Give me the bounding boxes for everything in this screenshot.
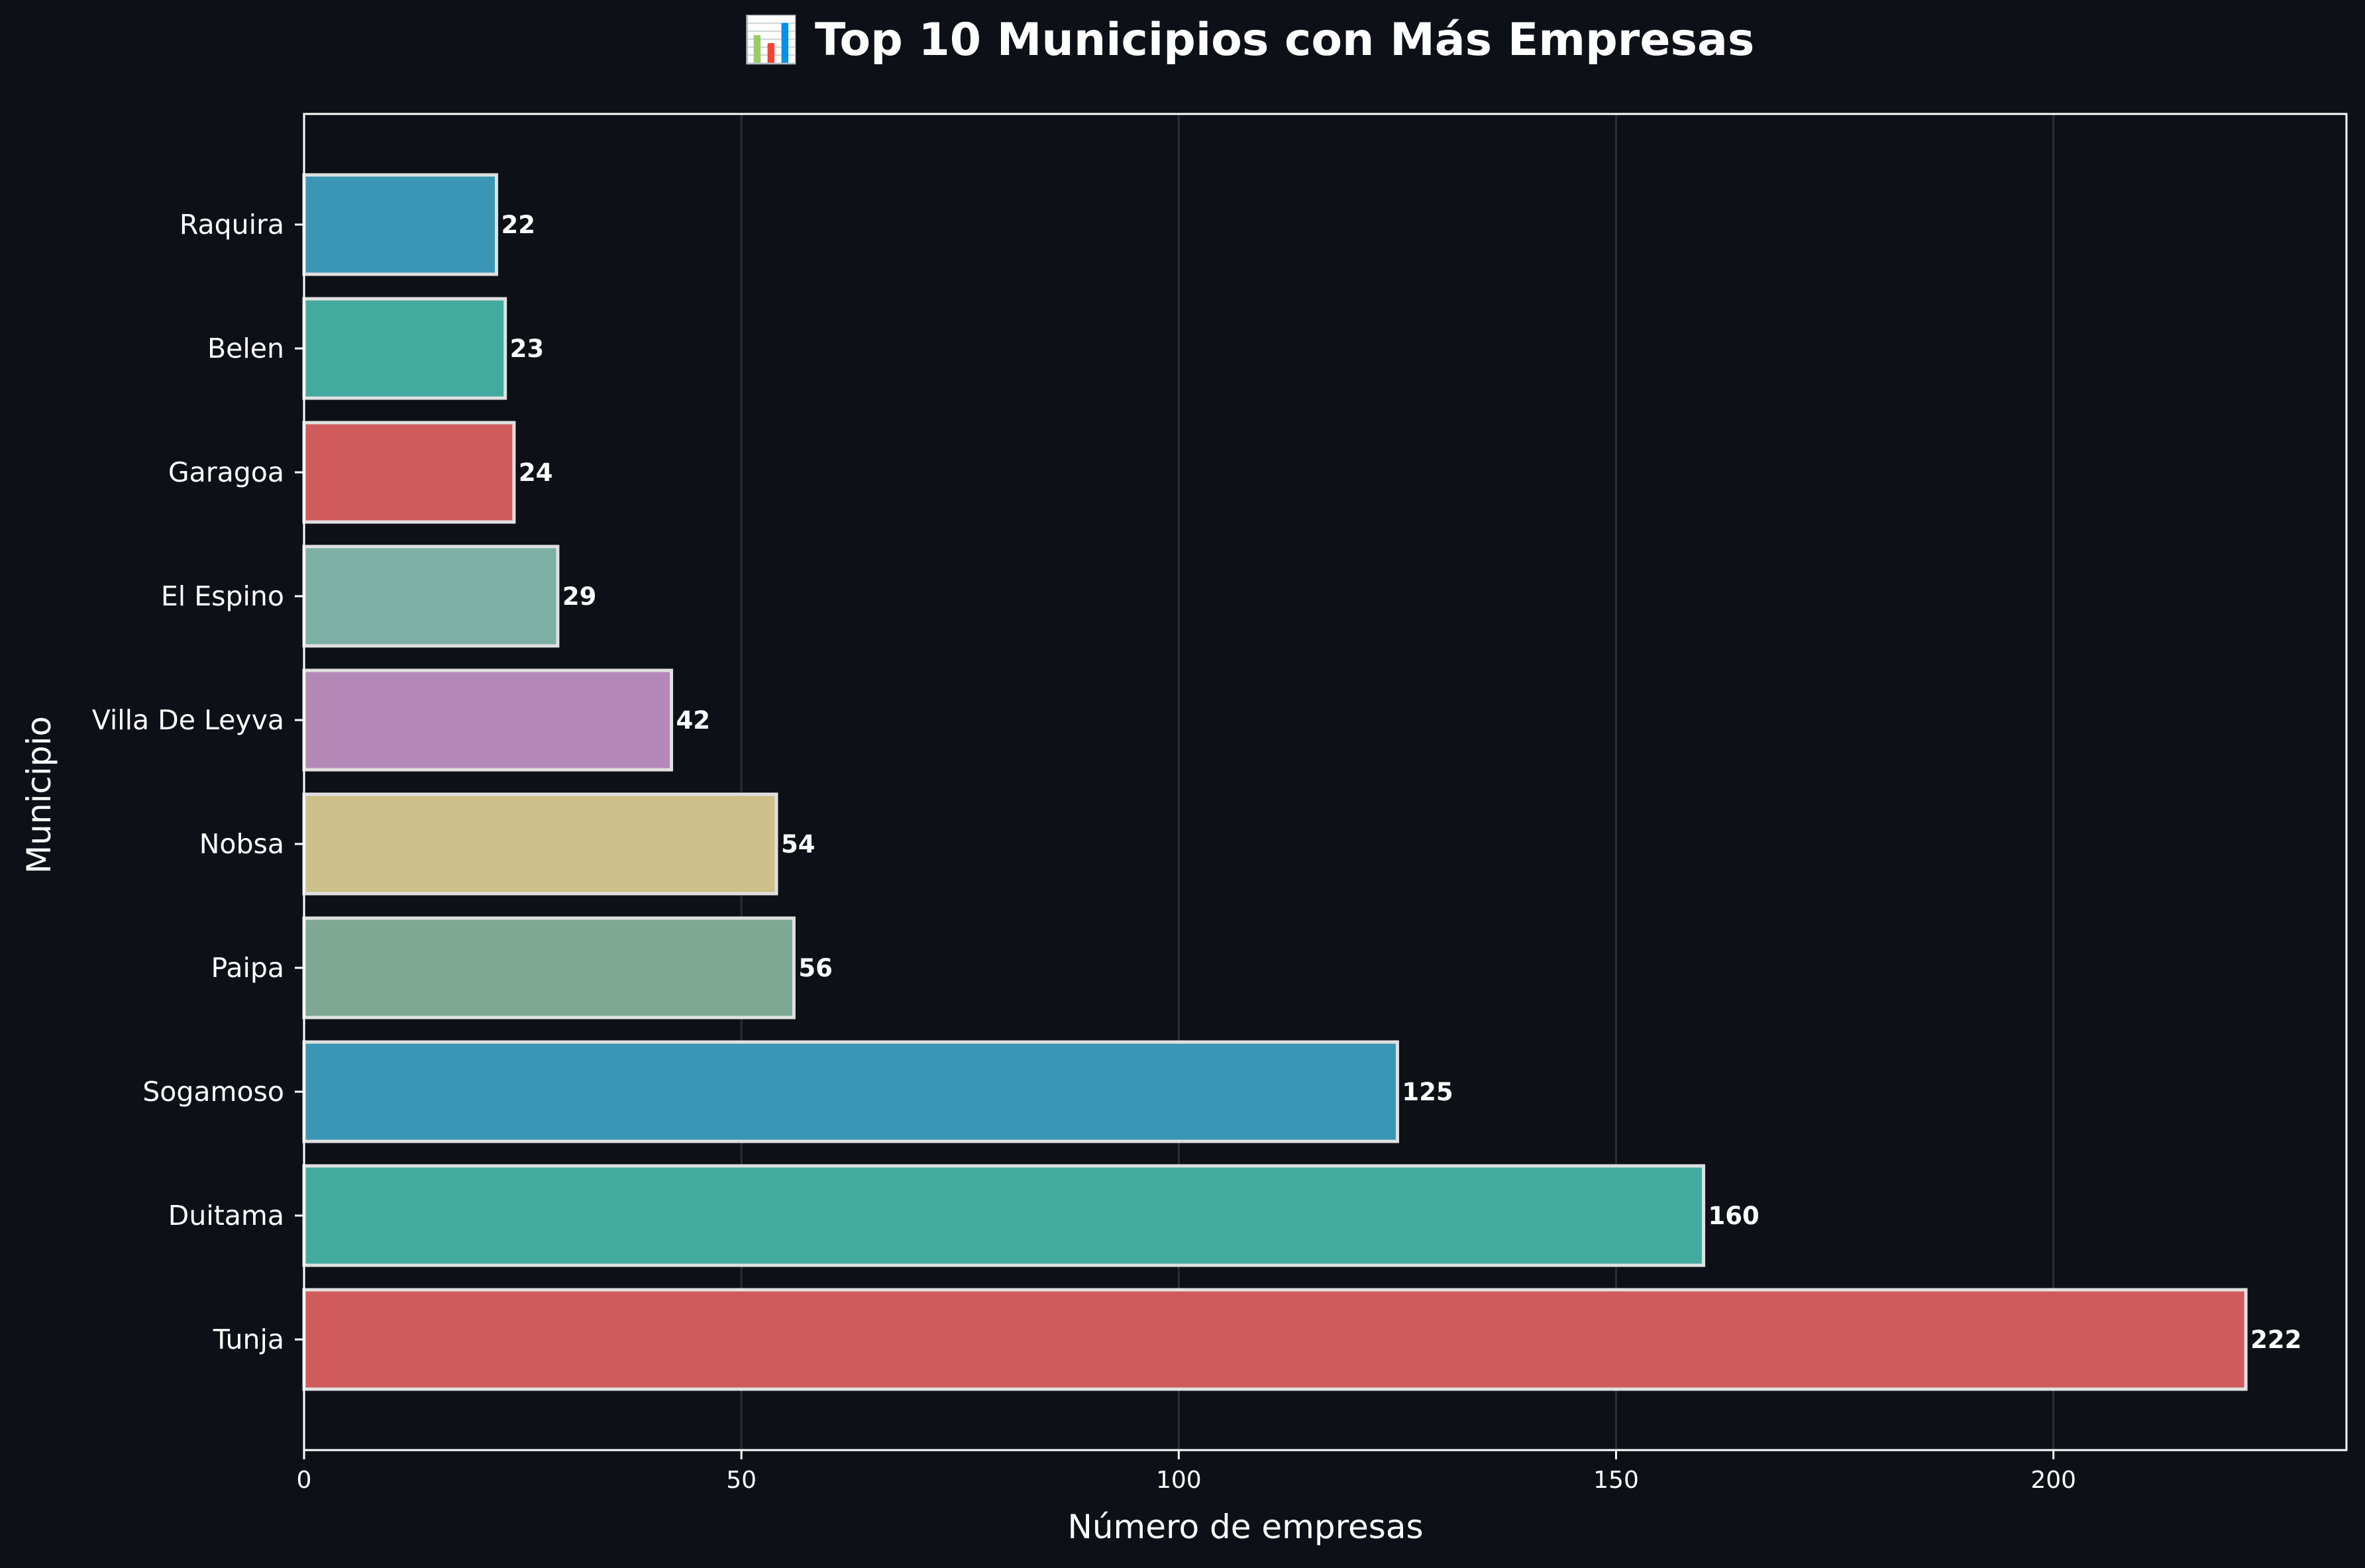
bar-garagoa	[302, 421, 516, 524]
bar-paipa	[302, 916, 796, 1019]
y-tick-label: Belen	[207, 333, 284, 364]
x-axis-label: Número de empresas	[1067, 1508, 1423, 1546]
y-tick-label: El Espino	[161, 580, 284, 612]
y-tick-label: Nobsa	[199, 828, 284, 860]
chart-title: 📊 Top 10 Municipios con Más Empresas	[743, 14, 1755, 66]
bar-sogamoso	[302, 1040, 1399, 1143]
y-axis-ticks: Raquira Belen Garagoa El Espino Villa De Ley…	[92, 209, 304, 1355]
y-axis-label: Municipio	[20, 716, 58, 874]
x-axis-ticks: 0 50 100 150 200	[297, 1450, 2076, 1494]
y-tick-label: Tunja	[213, 1324, 284, 1355]
x-tick-label: 150	[1593, 1467, 1639, 1494]
x-tick-label: 50	[726, 1467, 757, 1494]
x-tick-label: 200	[2030, 1467, 2076, 1494]
bar-nobsa	[302, 792, 778, 896]
y-tick-label: Duitama	[168, 1200, 284, 1231]
x-tick-label: 0	[297, 1467, 312, 1494]
y-tick-label: Raquira	[180, 209, 284, 240]
bar-duitama	[302, 1164, 1706, 1267]
value-label: 29	[562, 582, 597, 611]
value-label: 42	[676, 706, 711, 735]
value-label: 125	[1402, 1078, 1453, 1106]
value-label: 22	[501, 211, 535, 239]
y-tick-label: Sogamoso	[142, 1076, 284, 1108]
y-tick-label: Garagoa	[168, 456, 284, 488]
value-label: 23	[510, 335, 545, 363]
value-label: 160	[1708, 1202, 1760, 1230]
x-tick-label: 100	[1156, 1467, 1202, 1494]
value-label: 24	[519, 458, 553, 487]
y-tick-label: Paipa	[211, 952, 284, 984]
bar-raquira	[302, 173, 498, 276]
bar-el-espino	[302, 545, 560, 648]
bar-layer	[302, 173, 2248, 1391]
bar-villa-de-leyva	[302, 668, 674, 772]
value-label: 222	[2250, 1326, 2301, 1354]
label-layer: 22 23 24 29 42 54 56 125 160 222	[501, 211, 2301, 1354]
bar-belen	[302, 297, 507, 400]
value-label: 54	[781, 830, 815, 859]
value-label: 56	[798, 954, 833, 982]
bar-tunja	[302, 1288, 2248, 1391]
plot-frame	[303, 113, 2348, 1451]
y-tick-label: Villa De Leyva	[92, 704, 284, 736]
